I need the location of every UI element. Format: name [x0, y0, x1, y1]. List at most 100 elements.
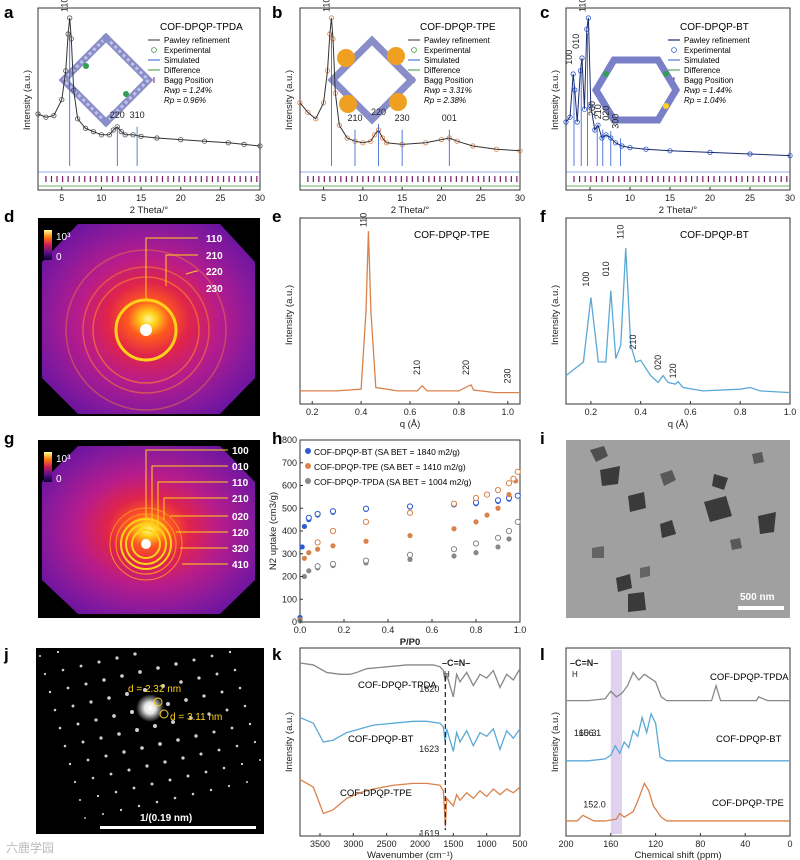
xtick-label-l-0: 200: [558, 839, 573, 849]
panel-j: j d = 2.32 nm d = 3.11 nm 1/(0.19 nm): [3, 645, 264, 834]
peak-label-c-4: 210: [593, 104, 603, 119]
saed-spot-10: [56, 650, 60, 654]
des-point-h-2-2: [494, 534, 502, 541]
ytick-label-h-1: 100: [282, 594, 297, 604]
xlabel-l: Chemical shift (ppm): [634, 850, 721, 860]
saed-spot-71: [209, 788, 213, 792]
des-point-h-1-9: [329, 527, 337, 535]
series-label-l-2: COF-DPQP-TPE: [712, 798, 784, 809]
saed-spot-47: [133, 652, 137, 656]
colorbar-top-g: 10³: [56, 454, 71, 465]
panel-g: g 10³ 0 100 010 110 210 020 120 3: [4, 429, 260, 618]
saed-spot-45: [150, 782, 154, 786]
data-point-b-14: [372, 132, 378, 138]
ring-leaders-d: [145, 237, 212, 300]
tem-scale-bar: [738, 606, 784, 610]
xtick-label-l-3: 80: [695, 839, 705, 849]
saed-spot-54: [168, 778, 172, 782]
saed-spot-13: [71, 704, 75, 708]
data-point-c-16: [612, 140, 619, 146]
plot-frame-f: [565, 217, 791, 405]
plot-area-a: 110 220 310 5 10 15 20 25 30 2 Theta/° Intensity (…: [22, 0, 265, 216]
legend-c-3: Difference: [684, 66, 721, 75]
ylabel-f: Intensity (a.u.): [550, 285, 561, 345]
saed-spot-51: [152, 723, 158, 729]
colorbar-top-d: 10³: [56, 232, 71, 243]
saed-image: [36, 648, 264, 834]
plot-frame-b: [299, 7, 521, 191]
legend-b: Pawley refinement Experimental Simulated…: [408, 36, 491, 105]
structure-c: [591, 56, 681, 124]
stat-b-0: Rwp = 3.31%: [424, 86, 472, 95]
des-point-h-0-9: [305, 514, 312, 521]
legend-a-2: Simulated: [164, 56, 200, 65]
legend-h: COF-DPQP-BT (SA BET = 1840 m2/g) COF-DPQ…: [305, 447, 472, 487]
saed-spot-49: [142, 687, 148, 693]
legend-h-2: COF-DPQP-TPDA (SA BET = 1004 m2/g): [314, 477, 472, 487]
series-line-k-2: [299, 779, 521, 827]
peak-label-f-3: 210: [628, 334, 638, 349]
stat-b-1: Rp = 2.38%: [424, 96, 466, 105]
saed-spot-66: [184, 698, 188, 702]
saed-scale-bar: [100, 826, 256, 829]
ylabel-a: Intensity (a.u.): [22, 70, 33, 130]
series-line-k-0: [299, 662, 521, 698]
saed-spot-27: [114, 790, 118, 794]
xtick-label-h-4: 0.8: [470, 625, 483, 635]
peak-label-c-5: 020: [601, 106, 611, 121]
saed-spot-90: [238, 686, 242, 690]
saed-spot-30: [102, 678, 106, 682]
xtick-label-f-0: 0.2: [585, 407, 598, 417]
ring-label-d-0: 110: [206, 234, 223, 245]
data-point-b-1: [305, 109, 311, 116]
xtick-label-e-0: 0.2: [306, 407, 319, 417]
des-point-h-1-8: [362, 518, 370, 526]
panel-c: c COF-DPQP-BT Pawley refinement Experime…: [540, 0, 795, 216]
panel-label-f: f: [540, 207, 546, 226]
legend-a-3: Difference: [164, 66, 201, 75]
saed-spot-19: [101, 812, 105, 816]
series-line-l-0: [566, 671, 790, 702]
ring-label-g-2: 110: [232, 478, 249, 489]
saed-spot-60: [176, 738, 180, 742]
saed-spot-48: [138, 670, 142, 674]
beam-center-g: [141, 539, 151, 549]
peak-label-b-2: 220: [371, 107, 386, 117]
saed-spot-1: [43, 672, 47, 676]
xtick-label-c-3: 20: [705, 193, 715, 203]
des-point-h-1-0: [514, 468, 521, 475]
saed-spot-83: [225, 708, 229, 712]
xtick-label-e-3: 0.8: [453, 407, 466, 417]
data-point-c-14: [603, 132, 609, 138]
panel-label-l: l: [540, 645, 545, 664]
ads-point-h-0-2: [301, 523, 307, 530]
data-point-a-11: [90, 129, 97, 135]
saed-spot-67: [189, 716, 193, 720]
ads-point-h-1-5: [363, 538, 369, 544]
xtick-label-k-5: 1000: [477, 839, 497, 849]
plot-area-h: 0.0 0.2 0.4 0.6 0.8 1.0 0 100 200 300 400 500 600 700…: [268, 435, 526, 648]
saed-spot-17: [91, 776, 95, 780]
des-point-h-0-0: [514, 492, 521, 499]
panel-label-i: i: [540, 429, 545, 448]
ylabel-l: Intensity (a.u.): [550, 712, 561, 772]
peak-label-e-0: 110: [358, 213, 368, 227]
saed-spot-12: [66, 686, 70, 690]
saed-spot-22: [89, 700, 93, 704]
saed-spot-46: [155, 800, 159, 804]
group-label-l: –C=N–: [570, 658, 598, 668]
des-point-h-2-4: [450, 546, 458, 553]
des-point-h-2-5: [406, 551, 414, 558]
saed-spot-86: [240, 762, 244, 766]
saed-spot-75: [207, 712, 211, 716]
series-line-l-2: [566, 781, 790, 822]
xtick-label-a-2: 15: [136, 193, 146, 203]
saed-spot-55: [173, 796, 177, 800]
saed-spot-61: [181, 756, 185, 760]
ytick-label-h-3: 300: [282, 549, 297, 559]
panel-label-g: g: [4, 429, 14, 448]
plot-area-e: 110 210 220 230 0.2 0.4 0.6 0.8 1.0 q (Å) Intensit…: [284, 213, 520, 430]
saed-spot-76: [212, 730, 216, 734]
peak-label-c-1: 010: [571, 34, 581, 49]
